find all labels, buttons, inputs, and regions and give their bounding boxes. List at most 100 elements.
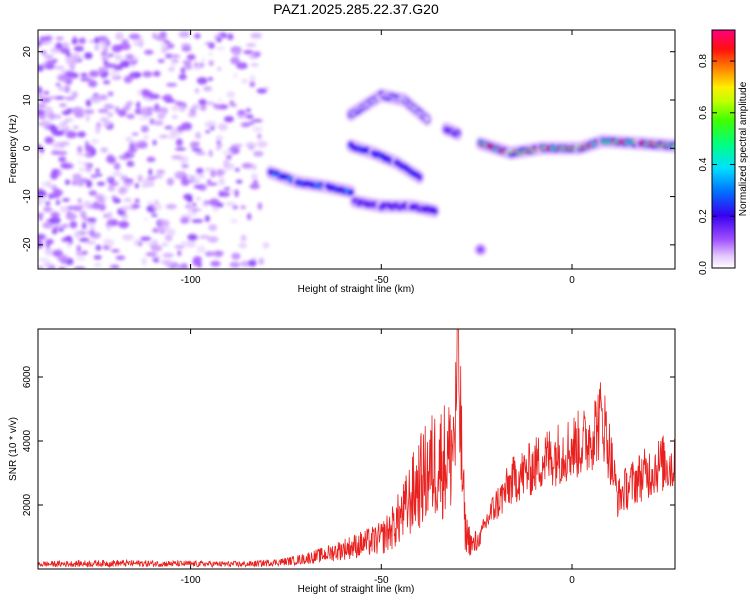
heatmap-cell [208, 51, 213, 57]
heatmap-cell [103, 60, 108, 66]
heatmap-cell [71, 91, 78, 98]
heatmap-cell [118, 186, 127, 195]
heatmap-cell [130, 163, 135, 167]
heatmap-cell [104, 70, 109, 76]
heatmap-cell [176, 125, 186, 132]
heatmap-cell [90, 226, 95, 232]
heatmap-cell [181, 45, 192, 52]
heatmap-cell [145, 252, 157, 257]
heatmap-cell [257, 133, 262, 140]
heatmap-cell [153, 120, 164, 126]
heatmap-cell [208, 42, 215, 49]
colorbar-tick-label: 0.4 [698, 157, 709, 171]
heatmap-cell [241, 78, 248, 84]
heatmap-cell [38, 109, 46, 116]
heatmap-cell [181, 240, 187, 247]
colorbar: 0.0 0.2 0.4 0.6 0.8 Normalized spectral ampl… [698, 29, 749, 275]
heatmap-cell [55, 114, 62, 119]
heatmap-cell [153, 259, 160, 263]
heatmap-cell [85, 240, 96, 245]
heatmap-cell [97, 108, 109, 114]
heatmap-cell [76, 179, 85, 187]
heatmap-cell [223, 187, 231, 191]
heatmap-cell [62, 42, 69, 50]
colorbar-gradient [711, 29, 736, 269]
heatmap-cell [245, 142, 256, 148]
heatmap-cell [203, 86, 213, 92]
heatmap-cell [200, 104, 207, 111]
heatmap-cell [112, 171, 123, 177]
heatmap-cell [115, 32, 124, 41]
heatmap-cell [235, 179, 243, 184]
heatmap-cell [64, 235, 73, 242]
heatmap-cell [175, 138, 183, 147]
heatmap-cell [207, 179, 212, 183]
heatmap-cell [43, 261, 52, 268]
heatmap-cell [212, 250, 224, 257]
heatmap-cell [215, 135, 224, 141]
heatmap-cell [166, 228, 176, 236]
heatmap-cell [216, 46, 226, 51]
heatmap-cell [187, 175, 197, 179]
heatmap-cell [194, 208, 202, 212]
heatmap-xtick-label: -100 [181, 275, 201, 286]
heatmap-cell [455, 131, 460, 136]
heatmap-cell [94, 193, 105, 201]
heatmap-cell [44, 136, 54, 144]
snr-ytick-label: 6000 [22, 365, 33, 388]
heatmap-cell [212, 103, 219, 109]
heatmap-cell [95, 244, 102, 251]
heatmap-cell [129, 150, 135, 156]
heatmap-cell [80, 72, 88, 77]
heatmap-cell [86, 151, 92, 158]
heatmap-cell [131, 132, 139, 136]
heatmap-cell [73, 266, 86, 269]
heatmap-cell [120, 221, 127, 227]
heatmap-cell [58, 156, 67, 163]
heatmap-cell [108, 211, 113, 219]
heatmap-cell [59, 103, 67, 107]
heatmap-cell [192, 202, 197, 207]
snr-axes: -100 -50 0 2000 4000 6000 [22, 329, 675, 586]
heatmap-cell [100, 41, 107, 48]
heatmap-cell [75, 256, 86, 261]
heatmap-cell [83, 109, 95, 115]
heatmap-cell [174, 147, 187, 151]
heatmap-cell [230, 144, 243, 148]
heatmap-cell [76, 152, 87, 157]
heatmap-cell [90, 152, 95, 157]
heatmap-cell [100, 147, 108, 153]
heatmap-cell [38, 265, 43, 269]
heatmap-cell [181, 43, 191, 48]
heatmap-cell [191, 103, 200, 110]
heatmap-cell [257, 202, 263, 210]
heatmap-cell [476, 246, 484, 254]
heatmap-cell [240, 260, 251, 267]
heatmap-cell [117, 109, 127, 117]
heatmap-cell [249, 81, 255, 88]
heatmap-cell [43, 206, 53, 213]
heatmap-cell [171, 59, 179, 63]
heatmap-cell [115, 255, 126, 261]
heatmap-cell [232, 50, 241, 56]
heatmap-cell [151, 255, 162, 259]
heatmap-cell [161, 47, 168, 53]
heatmap-cell [77, 145, 83, 153]
heatmap-cell [250, 173, 258, 180]
heatmap-cell [132, 204, 141, 208]
heatmap-cell [44, 247, 53, 256]
heatmap-cell [39, 146, 45, 154]
heatmap-cell [121, 206, 127, 212]
heatmap-cell [56, 82, 61, 87]
heatmap-cell [141, 257, 147, 266]
heatmap-cell [93, 255, 102, 260]
colorbar-tick-label: 0.2 [698, 209, 709, 223]
heatmap-ytick-label: 20 [22, 46, 33, 58]
heatmap-cell [204, 200, 210, 204]
heatmap-cell [164, 98, 176, 103]
heatmap-cell [146, 242, 159, 246]
heatmap-cell [190, 142, 199, 150]
snr-ytick-label: 4000 [22, 429, 33, 452]
heatmap-cell [171, 155, 183, 160]
heatmap-cell [95, 126, 101, 134]
